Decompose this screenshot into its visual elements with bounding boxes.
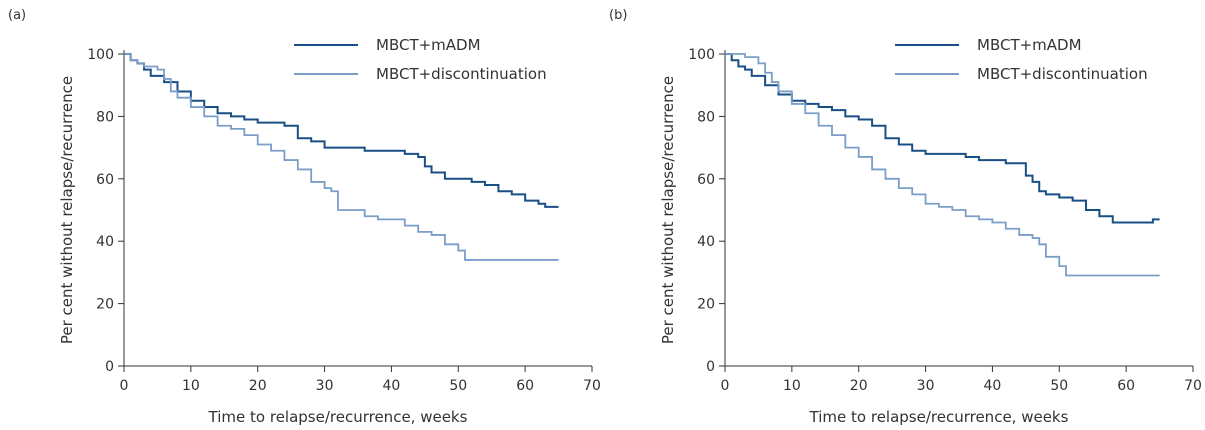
- x-tick-label: 50: [449, 378, 467, 394]
- x-axis-title: Time to relapse/recurrence, weeks: [809, 408, 1069, 426]
- y-axis-title: Per cent without relapse/recurrence: [58, 76, 76, 344]
- legend-label: MBCT+discontinuation: [977, 65, 1148, 83]
- x-tick-label: 0: [721, 378, 730, 394]
- series-line-mbct-madm: [124, 53, 559, 208]
- series-line-mbct-discontinuation: [725, 53, 1160, 277]
- y-tick-label: 20: [96, 297, 114, 313]
- x-axis-title: Time to relapse/recurrence, weeks: [208, 408, 468, 426]
- x-tick-label: 50: [1050, 378, 1068, 394]
- y-tick-label: 40: [697, 234, 715, 250]
- panel-label: (a): [8, 8, 27, 23]
- y-tick-label: 80: [96, 109, 114, 125]
- series-line-mbct-discontinuation: [124, 53, 559, 261]
- y-axis-title: Per cent without relapse/recurrence: [659, 76, 677, 344]
- y-tick-label: 0: [105, 359, 114, 375]
- y-tick-label: 80: [697, 109, 715, 125]
- x-tick-label: 30: [316, 378, 334, 394]
- y-tick-label: 20: [697, 297, 715, 313]
- y-tick-label: 100: [688, 47, 715, 63]
- y-tick-label: 0: [706, 359, 715, 375]
- x-tick-label: 10: [182, 378, 200, 394]
- x-tick-label: 20: [850, 378, 868, 394]
- y-tick-label: 60: [96, 172, 114, 188]
- panel-label: (b): [609, 8, 628, 23]
- x-tick-label: 60: [1117, 378, 1135, 394]
- x-tick-label: 70: [1184, 378, 1202, 394]
- y-tick-label: 100: [87, 47, 114, 63]
- x-tick-label: 0: [120, 378, 129, 394]
- x-tick-label: 20: [249, 378, 267, 394]
- legend-label: MBCT+discontinuation: [376, 65, 547, 83]
- x-tick-label: 40: [383, 378, 401, 394]
- y-tick-label: 40: [96, 234, 114, 250]
- x-tick-label: 40: [984, 378, 1002, 394]
- x-tick-label: 70: [583, 378, 601, 394]
- panel-b: (b) 0 20 40 60 80 100 0 10 20 30 40 50 60 70 Time to r…: [601, 0, 1202, 430]
- x-tick-label: 10: [783, 378, 801, 394]
- y-tick-label: 60: [697, 172, 715, 188]
- chart-a: 0 20 40 60 80 100 0 10 20 30 40 50 60 70 Time to relap…: [58, 36, 601, 426]
- chart-b: 0 20 40 60 80 100 0 10 20 30 40 50 60 70 Time to relap…: [659, 36, 1202, 426]
- x-tick-label: 30: [917, 378, 935, 394]
- panel-a: (a) 0 20 40 60 80 100 0 10 20 30 40 50 60 70 Time to r…: [0, 0, 601, 430]
- legend-label: MBCT+mADM: [977, 36, 1082, 54]
- x-tick-label: 60: [516, 378, 534, 394]
- legend-label: MBCT+mADM: [376, 36, 481, 54]
